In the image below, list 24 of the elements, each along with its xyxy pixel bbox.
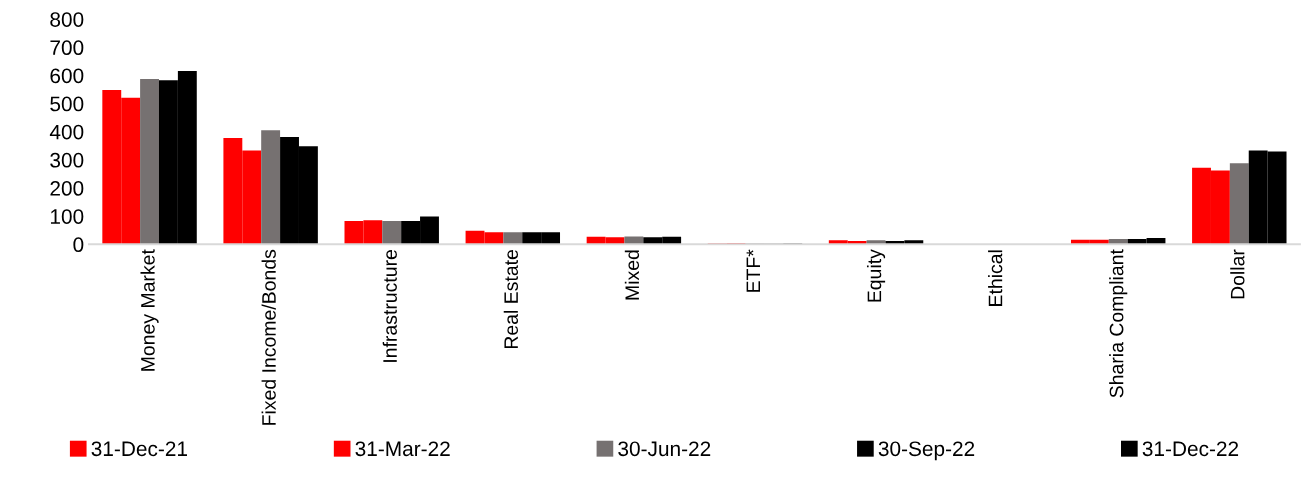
y-tick-label: 300 [50, 152, 84, 168]
x-tick-label: Fixed Income/Bonds [261, 249, 276, 425]
x-tick-label: ETF* [746, 249, 760, 292]
x-tick-label: Money Market [140, 249, 159, 371]
y-tick-label: 500 [50, 96, 84, 112]
legend-label: 30-Sep-22 [878, 441, 975, 461]
y-tick-label: 100 [50, 209, 84, 224]
y-tick-label: 800 [50, 12, 84, 27]
x-tick-label: Ethical [988, 250, 1003, 306]
x-tick-label: Dollar [1230, 249, 1245, 299]
x-tick-label: Sharia Compliant [1109, 249, 1128, 398]
x-tick-label: Real Estate [503, 250, 519, 349]
y-tick-label: 700 [50, 40, 84, 56]
legend-label: 31-Dec-22 [1142, 441, 1239, 457]
x-tick-label: Mixed [624, 250, 640, 300]
y-tick-label: 0 [73, 237, 84, 253]
y-tick-label: 400 [49, 124, 84, 140]
y-tick-label: 600 [50, 68, 84, 84]
y-tick-label: 200 [50, 181, 84, 196]
x-tick-label: Equity [866, 249, 886, 302]
legend-label: 30-Jun-22 [618, 441, 711, 457]
x-tick-label: Infrastructure [382, 250, 397, 362]
legend-label: 31-Dec-21 [91, 441, 187, 457]
legend-label: 31-Mar-22 [355, 441, 450, 457]
